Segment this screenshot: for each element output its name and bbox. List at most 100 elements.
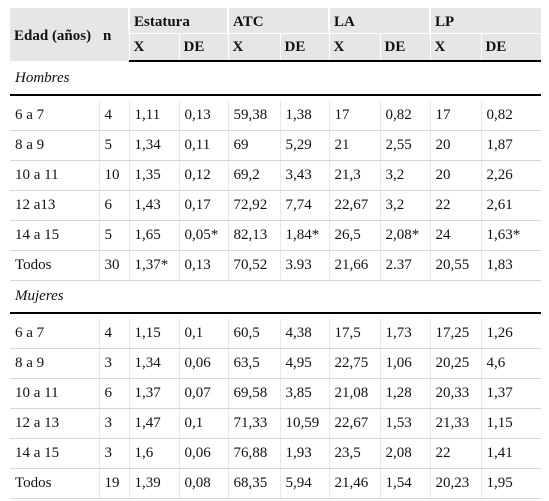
age-cell: 6 a 7 xyxy=(10,319,99,349)
n-cell: 5 xyxy=(98,220,129,251)
value-cell: 69,2 xyxy=(227,160,280,191)
value-cell: 1,37 xyxy=(128,378,179,409)
table-row: 12 a 13 3 1,47 0,1 71,33 10,59 22,67 1,53 21,33 1… xyxy=(10,408,542,439)
value-cell: 0,1 xyxy=(178,408,228,439)
value-cell: 71,33 xyxy=(227,408,280,439)
value-cell: 0,11 xyxy=(178,130,228,161)
value-cell: 20,55 xyxy=(429,250,481,281)
value-cell: 0,08 xyxy=(178,468,228,499)
age-cell: 14 a 15 xyxy=(10,220,99,251)
value-cell: 1,84* xyxy=(279,220,329,251)
value-cell: 20,33 xyxy=(429,378,481,409)
value-cell: 0,13 xyxy=(178,250,228,281)
value-cell: 59,38 xyxy=(227,101,280,131)
table-row: 14 a 15 3 1,6 0,06 76,88 1,93 23,5 2,08 22 1,41 xyxy=(10,438,542,469)
table-row: 6 a 7 4 1,11 0,13 59,38 1,38 17 0,82 17 0,82 xyxy=(10,101,542,131)
value-cell: 7,74 xyxy=(279,190,329,221)
value-cell: 1,93 xyxy=(279,438,329,469)
value-cell: 10,59 xyxy=(279,408,329,439)
subheader-de: DE xyxy=(178,33,228,62)
n-cell: 5 xyxy=(98,130,129,161)
header-n: n xyxy=(99,8,129,61)
value-cell: 20,23 xyxy=(429,468,481,499)
value-cell: 21,3 xyxy=(328,160,380,191)
header-atc: ATC xyxy=(227,8,329,34)
value-cell: 0,07 xyxy=(178,378,228,409)
header-la: LA xyxy=(328,8,430,34)
value-cell: 2,61 xyxy=(480,190,542,221)
value-cell: 21,08 xyxy=(328,378,380,409)
value-cell: 63,5 xyxy=(227,348,280,379)
subheader-x: X xyxy=(227,33,280,62)
table-row: Todos 30 1,37* 0,13 70,52 3.93 21,66 2.37 20,55 1… xyxy=(10,250,542,281)
value-cell: 3,85 xyxy=(279,378,329,409)
value-cell: 2,55 xyxy=(379,130,430,161)
header-lp: LP xyxy=(428,8,542,34)
n-cell: 6 xyxy=(98,190,129,221)
value-cell: 23,5 xyxy=(328,438,380,469)
value-cell: 72,92 xyxy=(227,190,280,221)
value-cell: 1,54 xyxy=(379,468,430,499)
value-cell: 22,75 xyxy=(328,348,380,379)
value-cell: 21 xyxy=(328,130,380,161)
value-cell: 69 xyxy=(227,130,280,161)
value-cell: 4,6 xyxy=(480,348,542,379)
value-cell: 21,33 xyxy=(429,408,481,439)
value-cell: 17 xyxy=(429,101,481,131)
value-cell: 21,66 xyxy=(328,250,380,281)
value-cell: 1,11 xyxy=(128,101,179,131)
n-cell: 3 xyxy=(98,408,129,439)
n-cell: 19 xyxy=(98,468,129,499)
value-cell: 1,37* xyxy=(128,250,179,281)
value-cell: 1,28 xyxy=(379,378,430,409)
value-cell: 1,34 xyxy=(128,130,179,161)
n-cell: 4 xyxy=(98,101,129,131)
subheader-x: X xyxy=(429,33,481,62)
age-cell: Todos xyxy=(10,468,99,499)
table-row: Todos 19 1,39 0,08 68,35 5,94 21,46 1,54 20,23 1,… xyxy=(10,468,542,499)
value-cell: 3,43 xyxy=(279,160,329,191)
value-cell: 1,26 xyxy=(480,319,542,349)
value-cell: 4,95 xyxy=(279,348,329,379)
value-cell: 26,5 xyxy=(328,220,380,251)
value-cell: 1,6 xyxy=(128,438,179,469)
value-cell: 2.37 xyxy=(379,250,430,281)
value-cell: 17 xyxy=(328,101,380,131)
age-cell: 14 a 15 xyxy=(10,438,99,469)
value-cell: 1,63* xyxy=(480,220,542,251)
value-cell: 2,08 xyxy=(379,438,430,469)
n-cell: 3 xyxy=(98,348,129,379)
age-cell: 8 a 9 xyxy=(10,348,99,379)
value-cell: 1,41 xyxy=(480,438,542,469)
data-table: Edad (años) n Estatura ATC LA LP X DE X … xyxy=(10,8,542,499)
value-cell: 17,25 xyxy=(429,319,481,349)
subheader-de: DE xyxy=(480,33,542,62)
value-cell: 69,58 xyxy=(227,378,280,409)
value-cell: 21,46 xyxy=(328,468,380,499)
header-age: Edad (años) xyxy=(10,8,99,61)
age-cell: Todos xyxy=(10,250,99,281)
header-row-1: Edad (años) n Estatura ATC LA LP xyxy=(10,8,542,61)
value-cell: 20,25 xyxy=(429,348,481,379)
value-cell: 0,82 xyxy=(480,101,542,131)
value-cell: 22 xyxy=(429,438,481,469)
n-cell: 3 xyxy=(98,438,129,469)
table-row: 8 a 9 5 1,34 0,11 69 5,29 21 2,55 20 1,87 xyxy=(10,130,542,161)
value-cell: 1,83 xyxy=(480,250,542,281)
value-cell: 3.93 xyxy=(279,250,329,281)
subheader-x: X xyxy=(328,33,380,62)
value-cell: 24 xyxy=(429,220,481,251)
header-estatura: Estatura xyxy=(128,8,228,34)
section-label: Mujeres xyxy=(10,280,542,314)
value-cell: 20 xyxy=(429,160,481,191)
age-cell: 12 a 13 xyxy=(10,408,99,439)
value-cell: 1,35 xyxy=(128,160,179,191)
age-cell: 8 a 9 xyxy=(10,130,99,161)
value-cell: 2,26 xyxy=(480,160,542,191)
value-cell: 1,47 xyxy=(128,408,179,439)
value-cell: 3,2 xyxy=(379,160,430,191)
table-row: 8 a 9 3 1,34 0,06 63,5 4,95 22,75 1,06 20,25 4,6 xyxy=(10,348,542,379)
table-row: 10 a 11 6 1,37 0,07 69,58 3,85 21,08 1,28 20,33 1… xyxy=(10,378,542,409)
value-cell: 60,5 xyxy=(227,319,280,349)
subheader-de: DE xyxy=(379,33,430,62)
